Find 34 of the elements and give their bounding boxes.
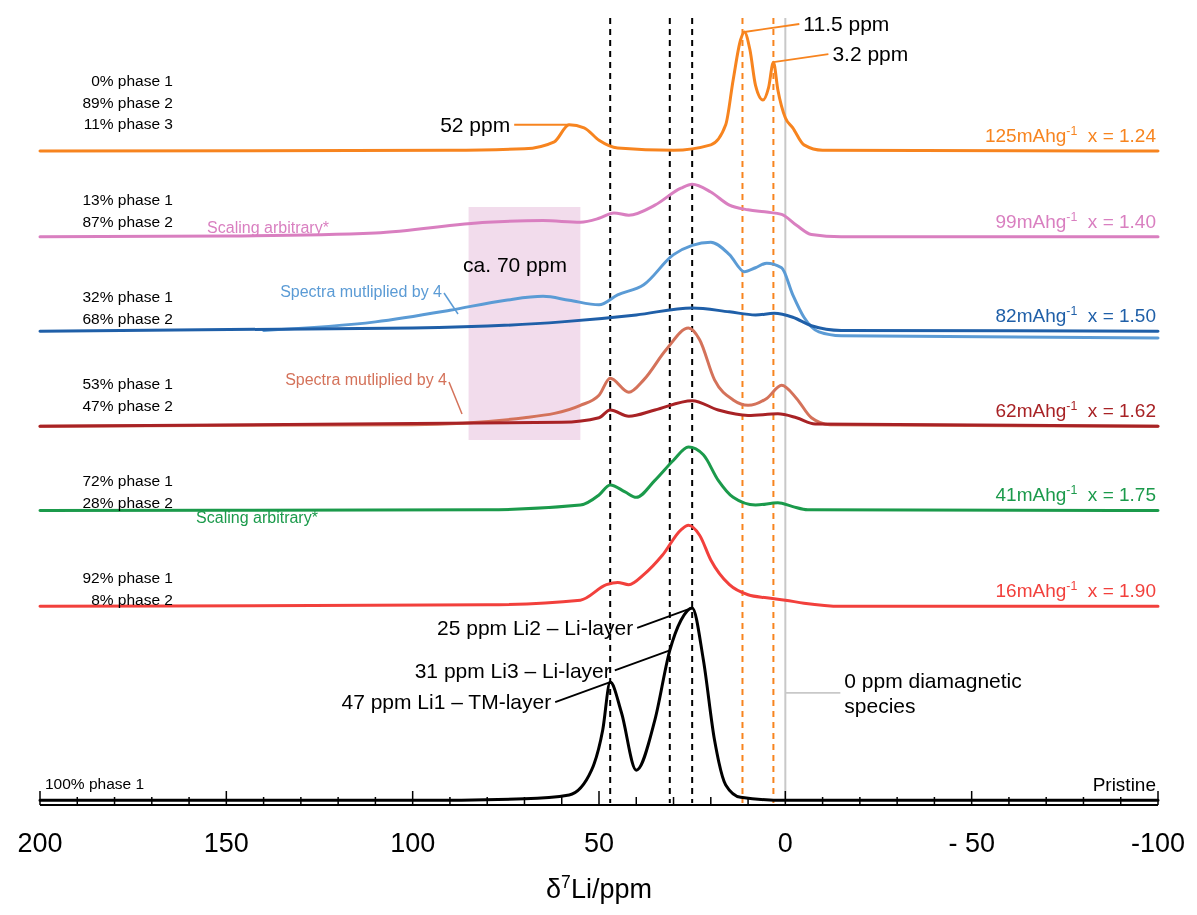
x-tick-label: 0 [777,828,793,858]
annotation: 52 ppm [440,113,511,137]
series-label: 41mAhg$^{-1}$ x = 1.75 [995,483,1156,506]
annotation: 11.5 ppm [803,12,890,36]
annotation: Scaling arbitrary* [196,509,318,526]
annotation: 31 ppm Li3 – Li-layer [414,658,611,682]
annotation: 72% phase 1 28% phase 2 [82,472,173,511]
annotation: Scaling arbitrary* [207,219,329,236]
x-tick-label: - 50 [948,828,995,858]
annotation: 13% phase 1 87% phase 2 [82,191,173,230]
series-label: 82mAhg$^{-1}$ x = 1.50 [995,304,1156,327]
x-tick-label: 50 [583,828,615,858]
x-tick-label: -100 [1130,828,1186,858]
series-label: Pristine [1092,774,1156,796]
x-tick-label: 150 [203,828,249,858]
series-label: 62mAhg$^{-1}$ x = 1.62 [995,399,1156,422]
x-tick-label: 100 [390,828,436,858]
series-label: 99mAhg$^{-1}$ x = 1.40 [995,209,1156,232]
annotation: 0% phase 1 89% phase 2 11% phase 3 [82,72,173,133]
annotation: 100% phase 1 [45,775,145,792]
annotation: 0 ppm diamagnetic species [844,668,1022,717]
annotation: 32% phase 1 68% phase 2 [82,288,173,327]
x-axis-title: δ$^{7}$Li/ppm [546,872,652,904]
annotation: 3.2 ppm [832,42,909,66]
annotation: 25 ppm Li2 – Li-layer [437,616,634,640]
annotation: ca. 70 ppm [463,253,567,276]
annotation: Spectra mutliplied by 4 [280,283,443,300]
annotation: Spectra mutliplied by 4 [285,371,448,388]
series-label: 16mAhg$^{-1}$ x = 1.90 [995,579,1156,602]
annotation: 92% phase 1 8% phase 2 [82,569,173,608]
annotation: 53% phase 1 47% phase 2 [82,375,173,414]
x-tick-label: 200 [17,828,63,858]
series-label: 125mAhg$^{-1}$ x = 1.24 [984,124,1157,147]
annotation: 47 ppm Li1 – TM-layer [341,690,552,714]
